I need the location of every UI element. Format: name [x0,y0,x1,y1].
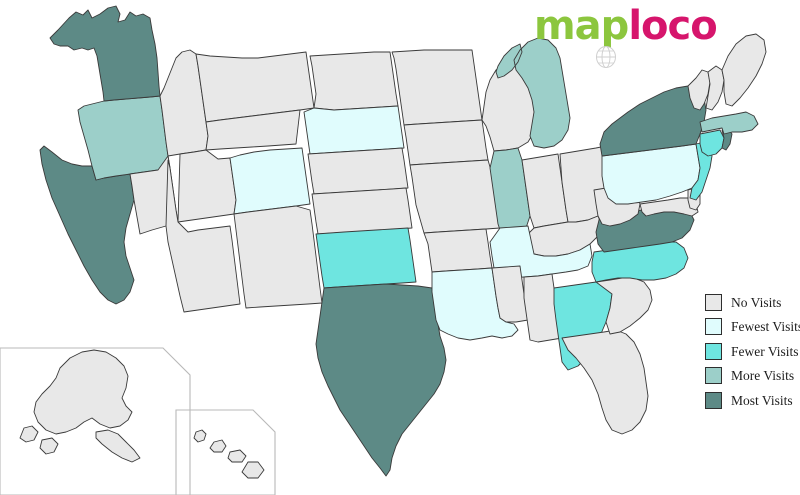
logo-text-loco: loco [628,3,717,49]
maploco-logo[interactable]: map loco [534,3,718,68]
state-ok[interactable]: Oklahoma [315,227,417,289]
state-ia[interactable]: Iowa [403,119,489,166]
state-nd[interactable]: North Dakota [309,51,399,111]
state-ar[interactable]: Arkansas [423,228,493,273]
state-ms[interactable]: Mississippi [491,265,529,323]
state-la[interactable]: Louisiana [431,267,519,341]
state-ut[interactable]: Utah [177,149,237,223]
legend-item-most[interactable]: Most Visits [705,388,800,413]
legend-label-none: No Visits [731,294,782,310]
legend-swatch-none [705,293,722,311]
legend-item-none[interactable]: No Visits [705,290,800,315]
state-wy[interactable]: Wyoming [205,109,301,151]
map-legend: No Visits Fewest Visits Fewer Visits More V… [705,290,800,413]
states-layer[interactable]: CaliforniaOregonWashingtonNevadaIdahoMon… [19,5,767,479]
state-fl[interactable]: Florida [561,329,649,435]
logo-text-map: map [534,3,629,49]
state-nh[interactable]: New Hampshire [705,65,725,111]
legend-item-more[interactable]: More Visits [705,364,800,389]
state-ks[interactable]: Kansas [311,187,413,235]
legend-item-fewer[interactable]: Fewer Visits [705,339,800,364]
state-co[interactable]: Colorado [229,147,311,215]
state-ma[interactable]: Massachusetts [699,111,759,135]
legend-swatch-fewer [705,342,722,360]
state-md[interactable]: Maryland [639,197,699,217]
state-sd[interactable]: South Dakota [303,105,405,155]
legend-item-fewest[interactable]: Fewest Visits [705,315,800,340]
legend-swatch-most [705,391,722,409]
state-mo[interactable]: Missouri [409,159,501,234]
state-hi[interactable]: Hawaii [193,429,265,479]
state-mt[interactable]: Montana [195,51,315,123]
legend-swatch-more [705,367,722,385]
state-mi[interactable]: Michigan [495,37,571,149]
state-az[interactable]: Arizona [165,159,241,313]
legend-swatch-fewest [705,318,722,336]
state-wa[interactable]: Washington [49,5,161,102]
state-mn[interactable]: Minnesota [391,49,483,126]
state-ak[interactable]: Alaska [19,349,141,463]
state-ny[interactable]: New York [599,85,707,157]
alaska-inset-frame [0,347,191,495]
state-ne[interactable]: Nebraska [307,147,409,195]
state-me[interactable]: Maine [721,33,767,107]
legend-label-most: Most Visits [731,392,793,408]
state-ct[interactable]: Connecticut [699,129,725,157]
legend-label-fewest: Fewest Visits [731,319,800,334]
hawaii-inset-frame [175,409,276,495]
legend-label-fewer: Fewer Visits [731,343,799,359]
state-tx[interactable]: Texas [315,283,447,477]
legend-label-more: More Visits [731,368,795,383]
state-nm[interactable]: New Mexico [233,205,323,309]
